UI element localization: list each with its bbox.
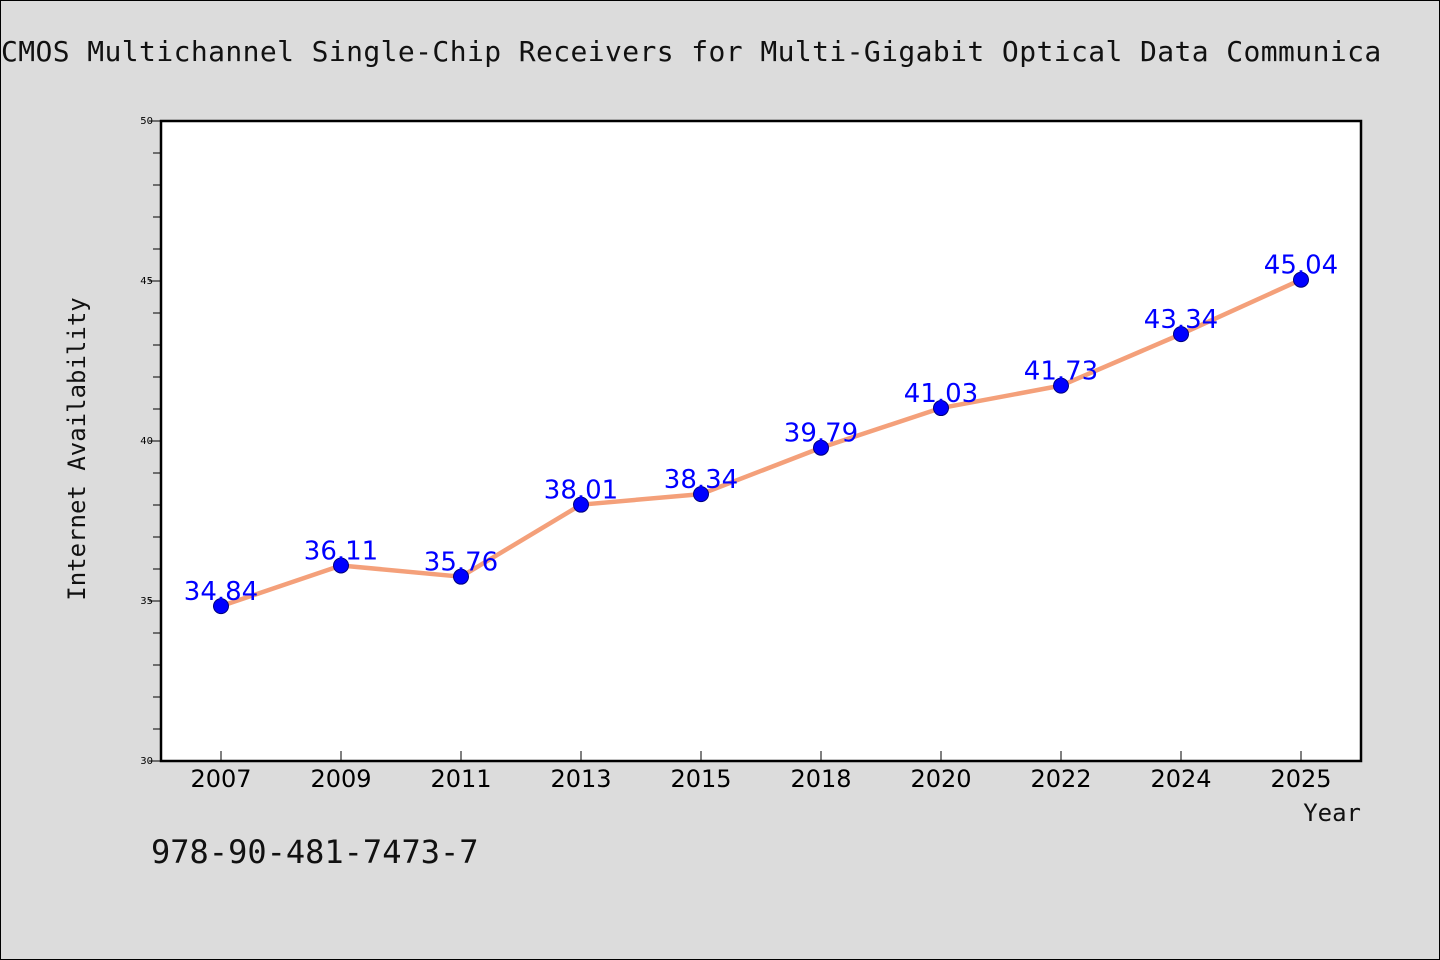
- x-tick-label: 2020: [910, 765, 971, 793]
- data-label: 36.11: [304, 536, 378, 566]
- data-label: 39.79: [784, 419, 858, 449]
- y-tick-label: 45: [140, 276, 153, 287]
- data-point: [1173, 326, 1189, 343]
- data-label: 38.01: [544, 476, 618, 506]
- plot-frame: [159, 119, 1363, 763]
- data-labels: 34.84 36.11 35.76 38.01 38.34 39.79 41.03 41.73…: [184, 251, 1338, 607]
- data-point: [1053, 377, 1069, 394]
- x-tick-label: 2007: [190, 765, 251, 793]
- data-point: [693, 486, 709, 503]
- x-tick-label: 2022: [1030, 765, 1091, 793]
- data-point: [1293, 271, 1309, 288]
- data-points: [213, 271, 1309, 615]
- y-tick-label: 40: [140, 436, 153, 447]
- data-point: [453, 568, 469, 585]
- x-tick-label: 2011: [430, 765, 491, 793]
- x-tick-label: 2009: [310, 765, 371, 793]
- data-label: 35.76: [424, 548, 498, 578]
- data-label: 43.34: [1144, 305, 1218, 335]
- x-tick-label: 2015: [670, 765, 731, 793]
- data-label: 34.84: [184, 577, 258, 607]
- isbn-text: 978-90-481-7473-7: [151, 833, 479, 871]
- data-label: 41.03: [904, 379, 978, 409]
- plot-area: [161, 121, 1361, 761]
- x-tick-label: 2025: [1270, 765, 1331, 793]
- x-tick-label: 2013: [550, 765, 611, 793]
- data-point: [573, 496, 589, 513]
- data-label: 45.04: [1264, 251, 1338, 281]
- data-label: 41.73: [1024, 357, 1098, 387]
- y-tick-label: 35: [140, 596, 153, 607]
- series-line-group: [220, 277, 1302, 609]
- data-point: [813, 439, 829, 456]
- x-axis-label: Year: [1303, 799, 1361, 827]
- chart-title: CMOS Multichannel Single-Chip Receivers …: [1, 35, 1382, 68]
- x-tick-label: 2024: [1150, 765, 1211, 793]
- y-tick-label: 50: [140, 116, 153, 127]
- x-axis: 2007 2009 2011 2013 2015 2018 2020 2022 2024 2025: [190, 751, 1332, 793]
- data-point: [213, 598, 229, 615]
- x-tick-label: 2018: [790, 765, 851, 793]
- series-line: [220, 277, 1302, 609]
- y-axis-label: Internet Availability: [63, 297, 91, 600]
- data-label: 38.34: [664, 465, 738, 495]
- y-tick-label: 30: [140, 756, 153, 767]
- data-point: [333, 557, 349, 574]
- y-axis: 30 35 40 45 50: [140, 116, 161, 767]
- data-point: [933, 400, 949, 417]
